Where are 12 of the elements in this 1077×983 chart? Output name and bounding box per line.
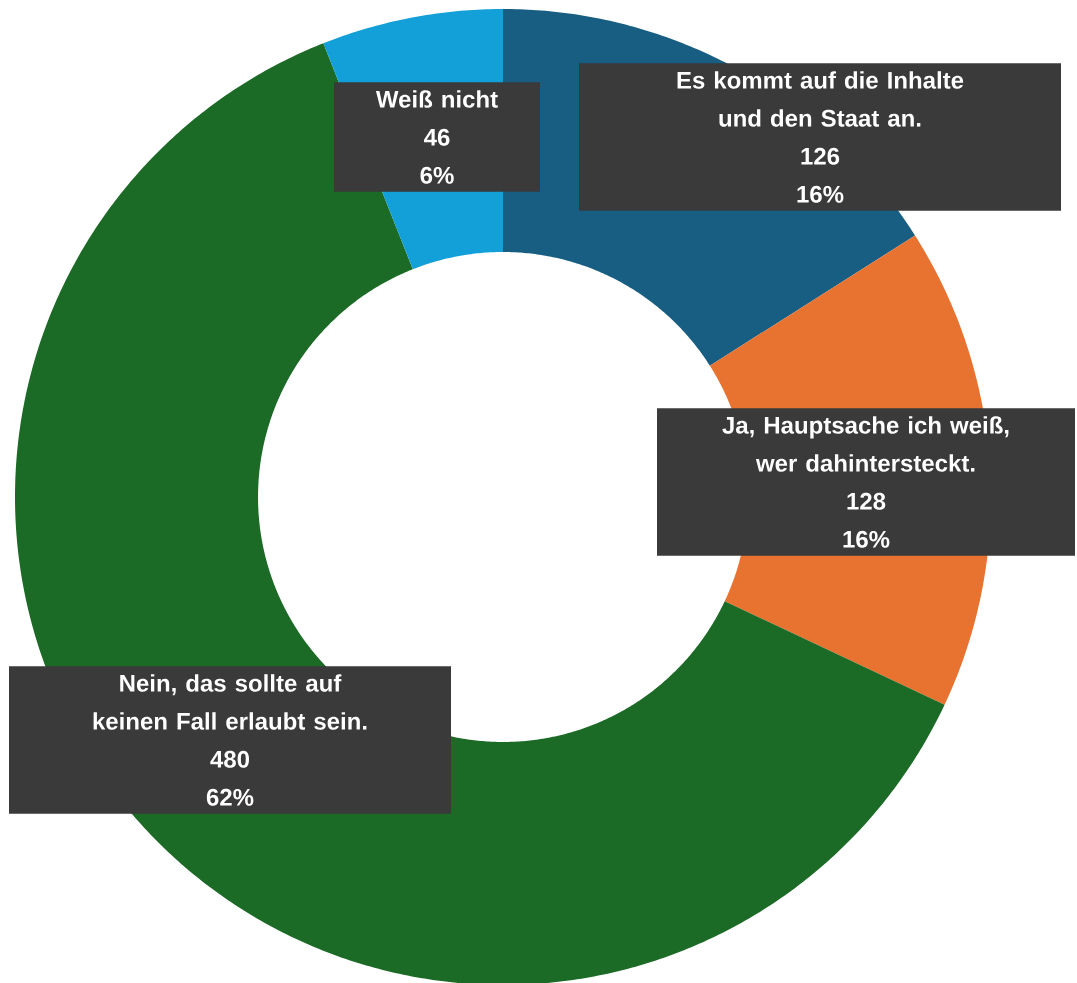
slice-label: Nein, das sollte auf keinen Fall erlaubt sein. (93, 674, 367, 730)
text: 126 (801, 147, 840, 165)
text: 46 (424, 128, 450, 146)
text: 480 (210, 750, 250, 768)
slice-label: Weiß nicht (375, 90, 498, 108)
text: 128 (847, 492, 886, 510)
slice-label: Es kommt auf die Inhalte und den Staat an. (677, 71, 964, 127)
slice-label: Ja, Hauptsache ich weiß, wer dahintersteckt. (722, 416, 1009, 472)
data-label: 6% (420, 166, 454, 184)
data-label: 62% (206, 788, 254, 806)
data-label: 16% (843, 530, 890, 548)
data-label: 16% (797, 185, 844, 203)
